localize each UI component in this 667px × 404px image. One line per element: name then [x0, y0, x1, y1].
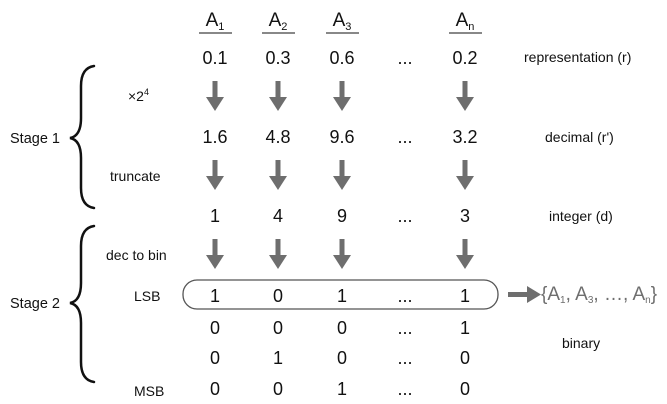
down-arrow-icon	[269, 81, 287, 111]
stage1-brace	[69, 64, 96, 210]
ellipsis: ...	[397, 206, 412, 226]
bit-cell: 1	[210, 286, 220, 306]
truncate-label: truncate	[110, 168, 161, 184]
bit-cell: 0	[210, 348, 220, 368]
column-header: A2	[262, 10, 295, 34]
ellipsis: ...	[397, 48, 412, 68]
lsb-label: LSB	[134, 288, 160, 304]
down-arrow-icon	[456, 239, 474, 269]
value-cell: 1	[210, 206, 220, 226]
binary-bit-rows: 1 0 1 ... 1 0 0 0 ... 1 0 1 0 ... 0 0 0 …	[210, 286, 470, 399]
integer-label: integer (d)	[549, 208, 613, 224]
value-cell: 9	[337, 206, 347, 226]
ellipsis: ...	[397, 127, 412, 147]
down-arrow-icon	[333, 160, 351, 190]
down-arrow-icon	[456, 81, 474, 111]
value-cell: 0.2	[452, 48, 477, 68]
bit-cell: 0	[273, 286, 283, 306]
arrows-multiply	[206, 81, 474, 111]
svg-text:An: An	[456, 10, 475, 33]
bit-row: 0 1 0 ... 0	[210, 348, 470, 368]
down-arrow-icon	[206, 160, 224, 190]
bit-cell: 0	[273, 379, 283, 399]
bit-cell: 0	[460, 348, 470, 368]
bit-row-msb: 0 0 1 ... 0	[210, 379, 470, 399]
down-arrow-icon	[269, 160, 287, 190]
stage2-label: Stage 2	[10, 296, 60, 312]
representation-row: 0.1 0.3 0.6 ... 0.2	[202, 48, 477, 68]
bit-row-lsb: 1 0 1 ... 1	[210, 286, 470, 306]
ellipsis: ...	[397, 348, 412, 368]
bit-cell: 0	[460, 379, 470, 399]
value-cell: 0.3	[265, 48, 290, 68]
result-set: {A1, A3, …, An}	[541, 284, 657, 306]
multiply-label: ×24	[128, 87, 149, 104]
result-arrow-icon	[508, 286, 541, 303]
bit-cell: 1	[460, 318, 470, 338]
value-cell: 3.2	[452, 127, 477, 147]
down-arrow-icon	[333, 81, 351, 111]
column-header: A3	[326, 10, 359, 34]
down-arrow-icon	[333, 239, 351, 269]
value-cell: 4.8	[265, 127, 290, 147]
bit-cell: 1	[273, 348, 283, 368]
bit-cell: 1	[337, 286, 347, 306]
stage2-brace	[69, 224, 96, 384]
down-arrow-icon	[206, 239, 224, 269]
bit-cell: 0	[210, 379, 220, 399]
value-cell: 0.6	[329, 48, 354, 68]
column-header: An	[449, 10, 482, 34]
svg-text:A3: A3	[333, 10, 352, 33]
decimal-row: 1.6 4.8 9.6 ... 3.2	[202, 127, 477, 147]
column-header: A1	[199, 10, 232, 34]
column-headers: A1 A2 A3 An	[199, 10, 482, 34]
ellipsis: ...	[397, 379, 412, 399]
arrows-dec-to-bin	[206, 239, 474, 269]
step-labels: ×24 truncate dec to bin LSB MSB	[106, 87, 167, 399]
value-cell: 3	[460, 206, 470, 226]
value-cell: 0.1	[202, 48, 227, 68]
representation-label: representation (r)	[524, 49, 631, 65]
down-arrow-icon	[456, 160, 474, 190]
binary-label: binary	[562, 335, 600, 351]
integer-row: 1 4 9 ... 3	[210, 206, 470, 226]
bit-row: 0 0 0 ... 1	[210, 318, 470, 338]
stage1-label: Stage 1	[10, 131, 60, 147]
value-cell: 9.6	[329, 127, 354, 147]
row-labels: representation (r) decimal (r') integer …	[524, 49, 631, 351]
bit-cell: 0	[337, 318, 347, 338]
value-cell: 4	[273, 206, 283, 226]
arrows-truncate	[206, 160, 474, 190]
msb-label: MSB	[134, 383, 164, 399]
down-arrow-icon	[269, 239, 287, 269]
value-cell: 1.6	[202, 127, 227, 147]
bit-cell: 1	[460, 286, 470, 306]
bit-cell: 0	[210, 318, 220, 338]
bit-cell: 0	[337, 348, 347, 368]
svg-text:A2: A2	[269, 10, 288, 33]
ellipsis: ...	[397, 318, 412, 338]
decimal-label: decimal (r')	[545, 129, 614, 145]
bit-cell: 0	[273, 318, 283, 338]
svg-text:A1: A1	[206, 10, 225, 33]
dec-to-bin-label: dec to bin	[106, 247, 167, 263]
ellipsis: ...	[397, 286, 412, 306]
lsb-highlight-box	[182, 279, 499, 310]
down-arrow-icon	[206, 81, 224, 111]
bit-cell: 1	[337, 379, 347, 399]
